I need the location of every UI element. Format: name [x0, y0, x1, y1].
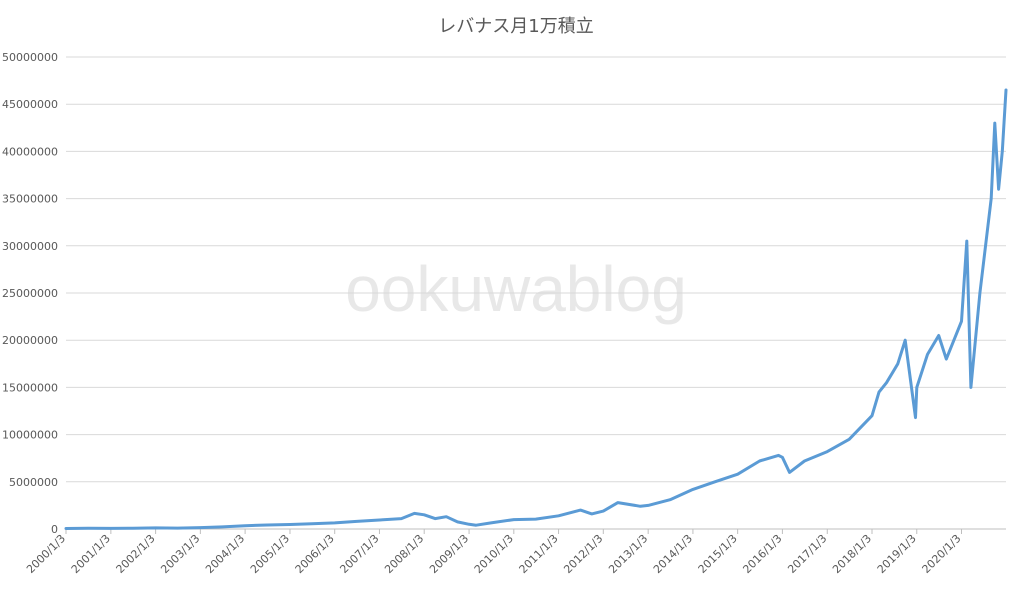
- x-axis-ticks: 2000/1/3 2001/1/3 2002/1/3 2003/1/3 2004/1/3…: [24, 529, 964, 576]
- x-tick-label: 2003/1/3: [158, 532, 202, 576]
- x-tick-label: 2002/1/3: [114, 532, 158, 576]
- watermark: ookuwablog: [345, 253, 687, 325]
- series-layer: [64, 88, 1008, 530]
- y-tick-label: 15000000: [2, 381, 58, 394]
- x-tick-label: 2009/1/3: [427, 532, 471, 576]
- x-tick-label: 2007/1/3: [337, 532, 381, 576]
- x-tick-label: 2012/1/3: [561, 532, 605, 576]
- x-tick-label: 2016/1/3: [740, 532, 784, 576]
- x-tick-label: 2006/1/3: [293, 532, 337, 576]
- y-tick-label: 30000000: [2, 240, 58, 253]
- x-tick-label: 2019/1/3: [875, 532, 919, 576]
- x-tick-label: 2018/1/3: [830, 532, 874, 576]
- y-tick-label: 40000000: [2, 145, 58, 158]
- y-tick-label: 35000000: [2, 193, 58, 206]
- gridlines: [66, 56, 1006, 483]
- x-tick-label: 2017/1/3: [785, 532, 829, 576]
- y-tick-label: 20000000: [2, 334, 58, 347]
- y-tick-label: 25000000: [2, 287, 58, 300]
- x-tick-label: 2008/1/3: [382, 532, 426, 576]
- y-tick-label: 10000000: [2, 429, 58, 442]
- series-line: [64, 88, 1008, 530]
- x-tick-label: 2020/1/3: [919, 532, 963, 576]
- y-tick-label: 5000000: [9, 476, 58, 489]
- x-tick-label: 2010/1/3: [472, 532, 516, 576]
- x-tick-label: 2014/1/3: [651, 532, 695, 576]
- y-tick-label: 50000000: [2, 51, 58, 64]
- x-tick-label: 2005/1/3: [248, 532, 292, 576]
- y-tick-label: 0: [51, 523, 58, 536]
- x-tick-label: 2011/1/3: [517, 532, 561, 576]
- y-tick-label: 45000000: [2, 98, 58, 111]
- x-tick-label: 2004/1/3: [203, 532, 247, 576]
- x-tick-label: 2013/1/3: [606, 532, 650, 576]
- x-tick-label: 2015/1/3: [696, 532, 740, 576]
- x-tick-label: 2001/1/3: [69, 532, 113, 576]
- y-axis-ticks: 0 5000000 10000000 15000000 20000000 25000000…: [2, 51, 58, 536]
- chart-title: レバナス月1万積立: [438, 16, 593, 37]
- x-tick-label: 2000/1/3: [24, 532, 68, 576]
